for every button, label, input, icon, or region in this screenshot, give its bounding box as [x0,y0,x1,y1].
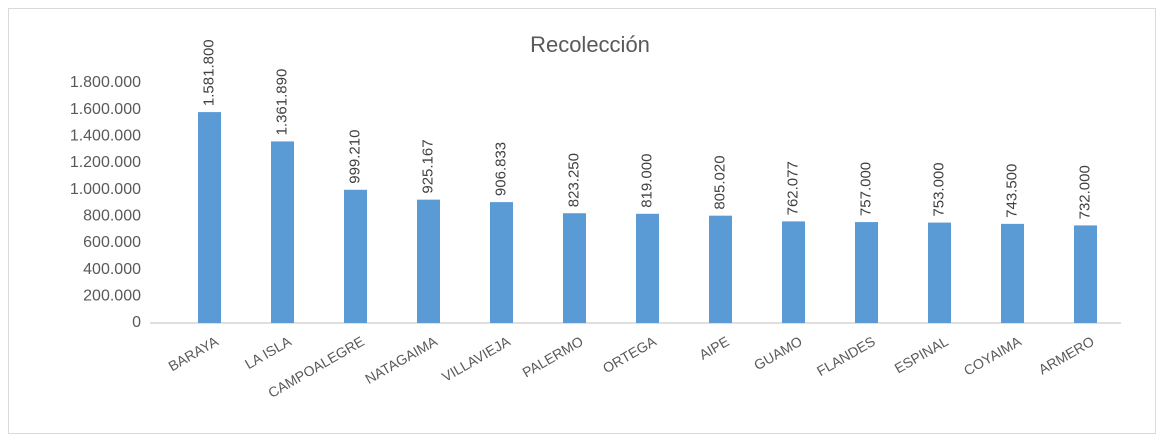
bar [709,215,732,323]
bar [928,222,951,323]
value-label: 1.361.890 [273,69,290,136]
y-tick-label: 600.000 [83,234,141,251]
value-label: 757.000 [857,162,874,216]
value-label: 1.581.800 [200,39,217,106]
y-tick-label: 400.000 [83,261,141,278]
bar [198,112,221,324]
bar [490,202,513,323]
bar [417,199,440,323]
value-label: 925.167 [419,139,436,193]
bar [1074,225,1097,323]
value-label: 743.500 [1003,164,1020,218]
bar [563,213,586,323]
value-label: 906.833 [492,142,509,196]
value-label: 762.077 [784,161,801,215]
value-label: 805.020 [711,155,728,209]
y-tick-label: 1.000.000 [70,181,141,198]
y-tick-label: 0 [132,314,141,331]
bar [855,222,878,323]
y-tick-label: 1.600.000 [70,101,141,118]
y-tick-label: 1.400.000 [70,128,141,145]
value-label: 823.250 [565,153,582,207]
bar [1001,223,1024,323]
y-tick-label: 1.800.000 [70,74,141,91]
value-label: 819.000 [638,154,655,208]
bar [271,141,294,323]
bar [782,221,805,323]
value-label: 999.210 [346,130,363,184]
value-label: 753.000 [930,162,947,216]
y-tick-label: 1.200.000 [70,154,141,171]
y-tick-label: 800.000 [83,208,141,225]
bar [344,189,367,323]
bar [636,213,659,323]
y-tick-label: 200.000 [83,288,141,305]
chart-title: Recolección [530,32,650,57]
value-label: 732.000 [1076,165,1093,219]
